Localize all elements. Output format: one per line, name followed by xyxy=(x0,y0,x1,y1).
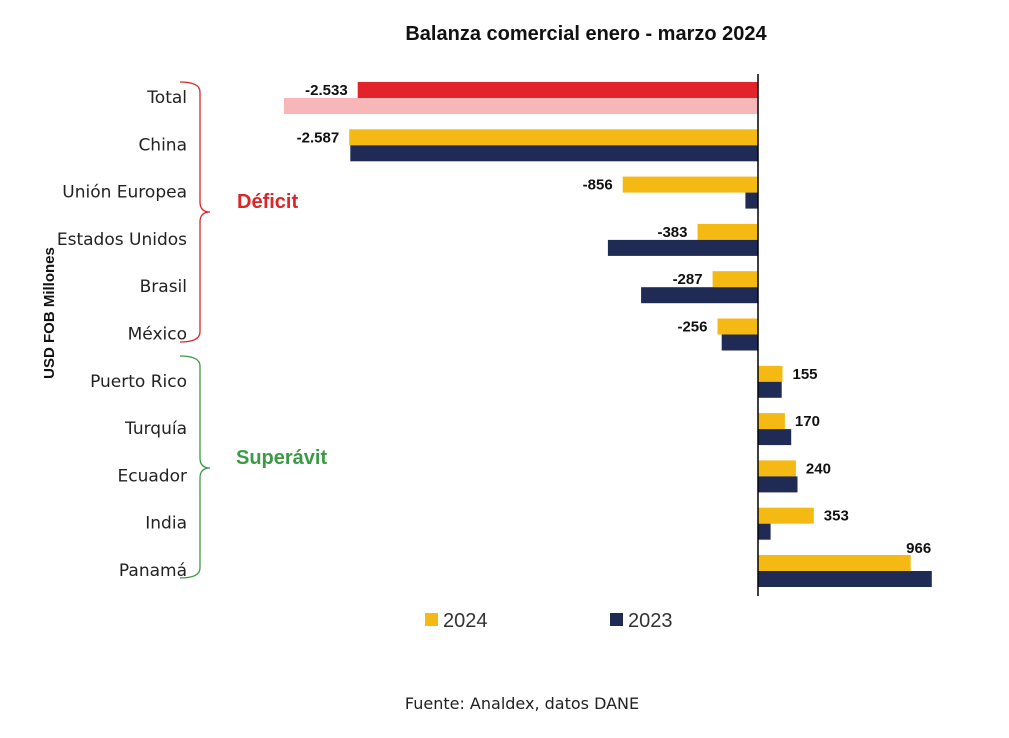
bar-2023-turquia xyxy=(758,429,792,446)
bar-2023-brasil xyxy=(641,287,758,304)
bar-2024-estados-unidos xyxy=(697,223,758,240)
bar-2023-china xyxy=(350,145,758,162)
data-label-turquia: 170 xyxy=(795,413,820,430)
category-label-puerto-rico: Puerto Rico xyxy=(90,372,187,392)
y-axis-label: USD FOB Millones xyxy=(41,247,58,379)
legend-swatch-2023 xyxy=(610,613,623,626)
bar-2023-total xyxy=(283,98,758,114)
source-note: Fuente: Analdex, datos DANE xyxy=(405,694,639,713)
data-label-ecuador: 240 xyxy=(806,460,831,477)
category-label-panama: Panamá xyxy=(119,561,187,581)
deficit-bracket xyxy=(179,81,211,343)
data-label-panama: 966 xyxy=(906,540,931,557)
data-label-puerto-rico: 155 xyxy=(793,366,818,383)
bar-2024-brasil xyxy=(712,271,758,288)
chart-title: Balanza comercial enero - marzo 2024 xyxy=(405,23,767,45)
bar-2024-panama xyxy=(758,555,911,571)
bar-2024-ecuador xyxy=(758,460,796,477)
bar-2024-union-europea xyxy=(622,176,758,193)
bar-2023-panama xyxy=(758,571,932,587)
data-label-union-europea: -856 xyxy=(583,177,613,194)
bar-2023-puerto-rico xyxy=(758,381,782,398)
category-label-estados-unidos: Estados Unidos xyxy=(57,230,187,250)
category-label-ecuador: Ecuador xyxy=(118,466,187,486)
data-label-estados-unidos: -383 xyxy=(657,224,687,241)
category-label-mexico: México xyxy=(128,325,187,345)
data-label-mexico: -256 xyxy=(677,319,707,336)
bar-2023-ecuador xyxy=(758,476,798,493)
bars xyxy=(283,82,932,587)
bar-2024-puerto-rico xyxy=(758,365,783,382)
legend-label-2023: 2023 xyxy=(628,610,673,632)
bar-2024-total xyxy=(357,82,758,98)
category-label-union-europea: Unión Europea xyxy=(62,183,187,203)
bar-2023-mexico xyxy=(721,334,758,351)
data-label-total: -2.533 xyxy=(305,82,348,99)
deficit-label: Déficit xyxy=(237,191,298,213)
category-label-total: Total xyxy=(146,88,187,108)
category-labels: Total China Unión Europea Estados Unidos Bra… xyxy=(57,88,187,581)
bar-2023-estados-unidos xyxy=(607,239,758,256)
bar-2024-mexico xyxy=(717,318,758,335)
data-label-india: 353 xyxy=(824,508,849,525)
bar-2024-india xyxy=(758,507,814,524)
category-label-china: China xyxy=(138,135,187,155)
category-label-india: India xyxy=(145,514,187,534)
bar-2024-china xyxy=(349,129,758,146)
legend-label-2024: 2024 xyxy=(443,610,488,632)
category-label-brasil: Brasil xyxy=(140,277,187,297)
legend-swatch-2024 xyxy=(425,613,438,626)
bar-2023-union-europea xyxy=(745,192,758,209)
data-label-china: -2.587 xyxy=(297,129,340,146)
superavit-bracket xyxy=(179,355,211,579)
superavit-label: Superávit xyxy=(236,447,327,469)
data-labels: -2.533 -2.587 -856 -383 -287 -256 155 170 240 353… xyxy=(297,82,932,557)
bar-2024-turquia xyxy=(758,413,785,430)
category-label-turquia: Turquía xyxy=(124,419,187,439)
data-label-brasil: -287 xyxy=(673,271,703,288)
bar-2023-india xyxy=(758,523,771,540)
